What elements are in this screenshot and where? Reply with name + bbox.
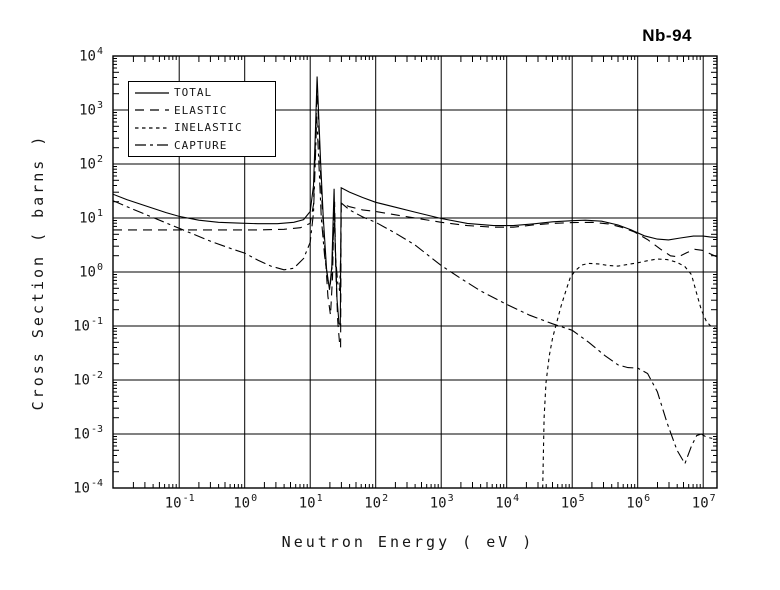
legend: TOTAL ELASTIC INELASTIC CAPTURE [128,81,276,157]
legend-line-sample [135,144,169,146]
x-tick-label: 100 [233,493,258,512]
x-tick-label: 107 [691,493,716,512]
legend-item-elastic: ELASTIC [134,102,275,118]
x-tick-label: 101 [298,493,323,512]
x-tick-label: 106 [626,493,651,512]
y-tick-label: 10-1 [73,316,103,335]
legend-label: TOTAL [174,86,213,100]
y-tick-label: 10-3 [73,424,103,443]
x-tick-label: 105 [560,493,585,512]
series-capture [113,116,717,465]
grid-lines [113,56,717,488]
legend-label: ELASTIC [174,103,228,117]
legend-line-sample [135,127,169,129]
series-inelastic [542,258,717,488]
y-tick-label: 102 [79,154,103,173]
plot-frame [112,55,718,489]
series-total [113,76,717,327]
y-tick-label: 10-2 [73,370,103,389]
legend-label: INELASTIC [174,121,243,135]
y-tick-label: 10-4 [73,478,103,497]
x-tick-label: 102 [364,493,389,512]
legend-item-capture: CAPTURE [134,137,275,153]
y-tick-label: 100 [79,262,103,281]
x-axis-title: Neutron Energy ( eV ) [281,533,535,551]
x-tick-label: 10-1 [164,493,195,512]
chart-title: Nb-94 [642,26,692,45]
legend-item-inelastic: INELASTIC [134,120,275,136]
y-tick-label: 104 [79,46,103,65]
legend-item-total: TOTAL [134,85,275,101]
y-tick-label: 101 [79,208,103,227]
y-axis-title: Cross Section ( barns ) [29,133,47,411]
x-tick-label: 104 [495,493,520,512]
legend-label: CAPTURE [174,138,228,152]
legend-line-sample [135,109,169,111]
legend-line-sample [135,92,169,94]
series-elastic [113,86,717,348]
y-tick-label: 103 [79,100,103,119]
x-tick-label: 103 [429,493,454,512]
